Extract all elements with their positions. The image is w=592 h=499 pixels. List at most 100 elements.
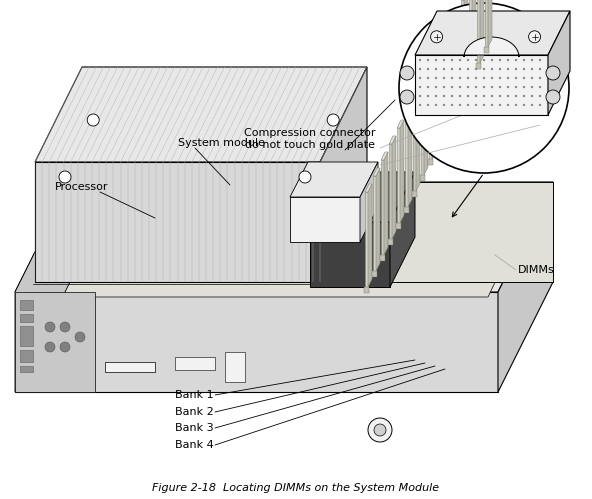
Polygon shape [444, 127, 449, 133]
Polygon shape [20, 350, 33, 362]
Polygon shape [225, 352, 245, 382]
Circle shape [60, 322, 70, 332]
Polygon shape [461, 0, 464, 95]
Circle shape [475, 104, 477, 106]
Polygon shape [408, 104, 412, 207]
Polygon shape [310, 222, 390, 287]
Polygon shape [381, 160, 384, 255]
Circle shape [451, 77, 453, 79]
Polygon shape [376, 168, 380, 271]
Circle shape [419, 68, 421, 70]
Polygon shape [365, 192, 368, 287]
Polygon shape [548, 11, 570, 115]
Polygon shape [452, 111, 457, 117]
Circle shape [515, 104, 517, 106]
Circle shape [427, 68, 429, 70]
Circle shape [400, 90, 414, 104]
Polygon shape [429, 64, 432, 159]
Circle shape [443, 104, 445, 106]
Circle shape [515, 59, 517, 61]
Circle shape [435, 77, 437, 79]
Circle shape [515, 68, 517, 70]
Circle shape [459, 86, 461, 88]
Polygon shape [405, 112, 408, 207]
Circle shape [499, 104, 501, 106]
Polygon shape [320, 67, 367, 282]
Polygon shape [460, 95, 465, 101]
Text: DIMMs: DIMMs [518, 265, 555, 275]
Circle shape [491, 77, 493, 79]
Polygon shape [364, 287, 369, 293]
Circle shape [483, 68, 485, 70]
Polygon shape [365, 184, 372, 192]
Circle shape [491, 95, 493, 97]
Polygon shape [15, 292, 498, 392]
Circle shape [427, 77, 429, 79]
Polygon shape [396, 223, 401, 229]
Polygon shape [436, 143, 441, 149]
Circle shape [443, 86, 445, 88]
Circle shape [419, 59, 421, 61]
Polygon shape [456, 8, 460, 111]
Circle shape [427, 95, 429, 97]
Circle shape [59, 171, 71, 183]
Polygon shape [380, 255, 385, 261]
Text: Compression connector
do not touch gold plate: Compression connector do not touch gold … [244, 128, 376, 150]
Polygon shape [437, 40, 444, 48]
Polygon shape [368, 184, 372, 287]
Polygon shape [35, 162, 320, 282]
Circle shape [499, 59, 501, 61]
Circle shape [491, 68, 493, 70]
Circle shape [523, 86, 525, 88]
Polygon shape [373, 176, 376, 271]
Circle shape [374, 424, 386, 436]
Circle shape [299, 171, 311, 183]
Polygon shape [384, 152, 388, 255]
Polygon shape [105, 362, 155, 372]
Polygon shape [485, 0, 488, 47]
Circle shape [507, 59, 509, 61]
Polygon shape [477, 0, 480, 63]
Circle shape [45, 322, 55, 332]
Polygon shape [498, 182, 553, 392]
Circle shape [507, 86, 509, 88]
Circle shape [451, 68, 453, 70]
Circle shape [491, 86, 493, 88]
Circle shape [419, 77, 421, 79]
Circle shape [539, 77, 541, 79]
Circle shape [435, 104, 437, 106]
Circle shape [491, 104, 493, 106]
Polygon shape [389, 144, 392, 239]
Polygon shape [415, 55, 548, 115]
Polygon shape [464, 37, 519, 57]
Circle shape [507, 95, 509, 97]
Polygon shape [468, 79, 473, 85]
Polygon shape [469, 0, 472, 79]
Circle shape [467, 95, 469, 97]
Circle shape [515, 77, 517, 79]
Circle shape [75, 332, 85, 342]
Polygon shape [405, 104, 412, 112]
Circle shape [491, 59, 493, 61]
Circle shape [443, 95, 445, 97]
Circle shape [467, 68, 469, 70]
Circle shape [467, 77, 469, 79]
Circle shape [475, 95, 477, 97]
Polygon shape [413, 96, 416, 191]
Circle shape [507, 68, 509, 70]
Text: Bank 3: Bank 3 [175, 423, 214, 433]
Polygon shape [373, 168, 380, 176]
Polygon shape [381, 152, 388, 160]
Polygon shape [290, 162, 378, 197]
Polygon shape [404, 207, 409, 213]
Circle shape [435, 68, 437, 70]
Circle shape [399, 3, 569, 173]
Polygon shape [484, 47, 489, 53]
Polygon shape [20, 366, 33, 372]
Polygon shape [415, 11, 570, 55]
Circle shape [531, 68, 533, 70]
Polygon shape [480, 0, 484, 63]
Polygon shape [310, 172, 415, 222]
Circle shape [419, 95, 421, 97]
Polygon shape [464, 0, 468, 95]
